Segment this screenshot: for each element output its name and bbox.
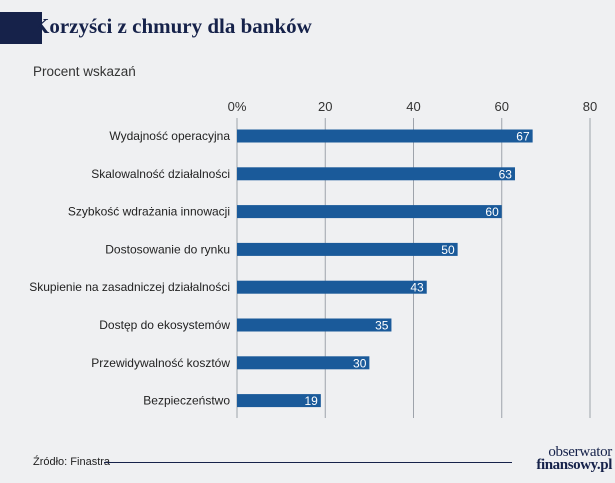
bar <box>237 242 458 256</box>
gridlines <box>236 118 591 418</box>
bar-value-label: 63 <box>499 167 513 181</box>
chart-title: Korzyści z chmury dla banków <box>33 14 312 38</box>
logo-line-2: finansowy.pl <box>536 457 612 473</box>
category-label: Dostosowanie do rynku <box>105 242 230 256</box>
category-label: Dostęp do ekosystemów <box>99 318 230 332</box>
bar-value-label: 19 <box>304 394 318 408</box>
bar <box>237 356 370 370</box>
bar <box>237 205 502 219</box>
x-tick-label: 0% <box>228 99 247 114</box>
tick-labels: 0% 20 40 60 80 <box>228 99 598 114</box>
bar <box>237 318 392 332</box>
chart-subtitle: Procent wskazań <box>33 64 136 79</box>
category-label: Bezpieczeństwo <box>143 394 230 408</box>
category-label: Szybkość wdrażania innowacji <box>68 205 230 219</box>
logo-line-1: obserwator <box>548 444 612 460</box>
bars <box>237 129 533 408</box>
title-accent-bar <box>0 12 42 44</box>
bar-value-label: 30 <box>353 356 367 370</box>
bar-value-label: 43 <box>410 281 424 295</box>
bar-value-label: 67 <box>516 130 530 144</box>
bar <box>237 280 427 294</box>
category-label: Skupienie na zasadniczej działalności <box>29 280 230 294</box>
footer-divider <box>104 462 512 463</box>
x-tick-label: 40 <box>406 99 420 114</box>
x-tick-label: 60 <box>495 99 509 114</box>
source-note: Źródło: Finastra <box>33 456 111 468</box>
category-label: Przewidywalność kosztów <box>91 356 230 370</box>
bar <box>237 167 515 181</box>
x-tick-label: 20 <box>318 99 332 114</box>
category-labels: Wydajność operacyjna Skalowalność działal… <box>29 129 230 408</box>
bar <box>237 129 533 143</box>
publisher-logo: obserwator finansowy.pl <box>520 444 612 473</box>
bar <box>237 394 321 408</box>
bar-value-label: 35 <box>375 319 389 333</box>
category-label: Skalowalność działalności <box>91 167 230 181</box>
bar-value-label: 60 <box>485 205 499 219</box>
data-labels: 67 63 60 50 43 35 30 19 <box>304 130 529 409</box>
category-label: Wydajność operacyjna <box>109 129 230 143</box>
bar-value-label: 50 <box>441 243 455 257</box>
x-tick-label: 80 <box>583 99 597 114</box>
